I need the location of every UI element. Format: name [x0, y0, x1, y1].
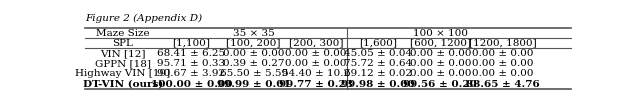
Text: 0.00 ± 0.00: 0.00 ± 0.00: [410, 69, 471, 78]
Text: 99.56 ± 0.20: 99.56 ± 0.20: [403, 80, 477, 89]
Text: [200, 300]: [200, 300]: [289, 39, 343, 48]
Text: 0.00 ± 0.00: 0.00 ± 0.00: [285, 59, 347, 68]
Text: 75.72 ± 0.64: 75.72 ± 0.64: [344, 59, 412, 68]
Text: 0.00 ± 0.00: 0.00 ± 0.00: [223, 49, 284, 58]
Text: 0.39 ± 0.27: 0.39 ± 0.27: [223, 59, 284, 68]
Text: 99.77 ± 0.23: 99.77 ± 0.23: [279, 80, 353, 89]
Text: 0.00 ± 0.00: 0.00 ± 0.00: [472, 69, 533, 78]
Text: VIN [12]: VIN [12]: [100, 49, 145, 58]
Text: Maze Size: Maze Size: [96, 29, 150, 38]
Text: 0.00 ± 0.00: 0.00 ± 0.00: [472, 49, 533, 58]
Text: SPL: SPL: [112, 39, 133, 48]
Text: 69.12 ± 0.02: 69.12 ± 0.02: [344, 69, 412, 78]
Text: Figure 2 (Appendix D): Figure 2 (Appendix D): [85, 14, 202, 23]
Text: 0.00 ± 0.00: 0.00 ± 0.00: [472, 59, 533, 68]
Text: [100, 200]: [100, 200]: [227, 39, 281, 48]
Text: 100.00 ± 0.00: 100.00 ± 0.00: [150, 80, 232, 89]
Text: GPPN [18]: GPPN [18]: [95, 59, 150, 68]
Text: [1,100]: [1,100]: [172, 39, 211, 48]
Text: 65.50 ± 5.59: 65.50 ± 5.59: [220, 69, 288, 78]
Text: 35 × 35: 35 × 35: [233, 29, 275, 38]
Text: 99.99 ± 0.01: 99.99 ± 0.01: [217, 80, 291, 89]
Text: [600, 1200]: [600, 1200]: [410, 39, 471, 48]
Text: 0.00 ± 0.00: 0.00 ± 0.00: [285, 49, 347, 58]
Text: 0.00 ± 0.00: 0.00 ± 0.00: [410, 59, 471, 68]
Text: 54.40 ± 10.2: 54.40 ± 10.2: [282, 69, 350, 78]
Text: 0.00 ± 0.00: 0.00 ± 0.00: [410, 49, 471, 58]
Text: 45.05 ± 0.04: 45.05 ± 0.04: [344, 49, 412, 58]
Text: DT-VIN (ours): DT-VIN (ours): [83, 80, 163, 89]
Text: 68.41 ± 6.25: 68.41 ± 6.25: [157, 49, 225, 58]
Text: [1,600]: [1,600]: [359, 39, 397, 48]
Text: [1200, 1800]: [1200, 1800]: [468, 39, 536, 48]
Text: 88.65 ± 4.76: 88.65 ± 4.76: [466, 80, 540, 89]
Text: 90.67 ± 3.92: 90.67 ± 3.92: [157, 69, 225, 78]
Text: 100 × 100: 100 × 100: [413, 29, 468, 38]
Text: Highway VIN [19]: Highway VIN [19]: [75, 69, 170, 78]
Text: 95.71 ± 0.33: 95.71 ± 0.33: [157, 59, 225, 68]
Text: 99.98 ± 0.00: 99.98 ± 0.00: [341, 80, 415, 89]
